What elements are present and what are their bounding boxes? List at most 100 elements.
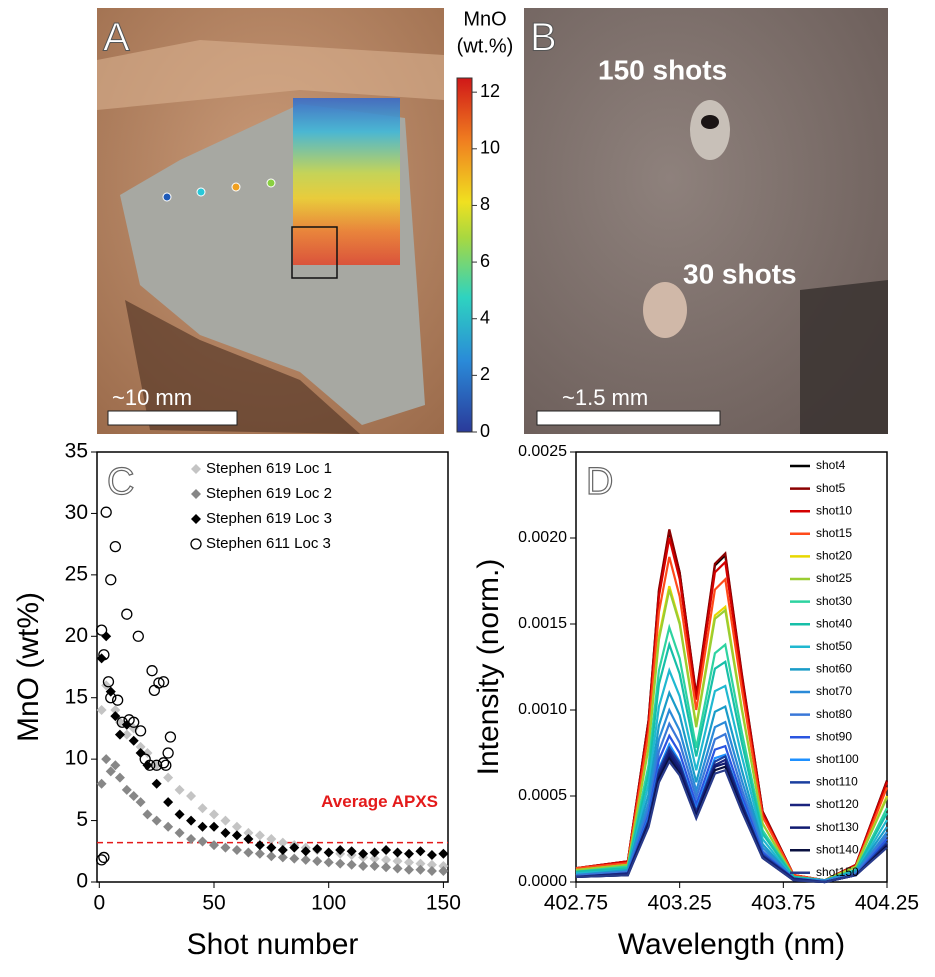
laser-pit (643, 282, 687, 338)
point (174, 809, 185, 820)
legend-marker (191, 514, 201, 524)
legend-label: shot140 (816, 842, 859, 856)
scale-bar (107, 410, 238, 426)
colorbar-tick-label: 12 (480, 81, 500, 101)
point (163, 772, 174, 783)
point (121, 729, 132, 740)
point (98, 649, 110, 661)
point (121, 784, 132, 795)
point (157, 676, 170, 688)
point (162, 747, 174, 759)
point (95, 624, 108, 636)
plot-frame (96, 451, 449, 883)
point (277, 845, 288, 856)
point (102, 676, 115, 688)
point (392, 863, 403, 874)
point (101, 631, 112, 642)
point (209, 821, 219, 832)
x-tick-label: 403.25 (648, 892, 712, 915)
point (231, 845, 242, 856)
point (135, 797, 146, 808)
x-axis-label: Wavelength (nm) (618, 928, 845, 961)
point (144, 759, 156, 771)
annotation: 30 shots (683, 258, 797, 289)
legend-marker (191, 489, 201, 499)
point (266, 851, 277, 862)
y-tick-label: 5 (76, 808, 88, 831)
colorbar-tick-label: 6 (480, 251, 490, 271)
point (381, 845, 392, 856)
point (164, 731, 177, 743)
x-tick-label: 50 (202, 892, 225, 915)
point (254, 830, 265, 841)
point (358, 861, 369, 872)
point (132, 630, 144, 642)
inset-box (291, 226, 338, 279)
series (96, 631, 449, 860)
laser-pit (701, 115, 719, 129)
point (105, 766, 116, 777)
point (110, 705, 121, 715)
legend-label: shot25 (816, 571, 852, 585)
legend-label: shot20 (816, 549, 852, 563)
x-tick-label: 150 (426, 892, 461, 915)
point (174, 827, 185, 838)
point (220, 842, 231, 853)
point (100, 506, 112, 518)
panel-label: C (107, 461, 134, 503)
panel-b: ~1.5 mm B 150 shots 30 shots (524, 8, 888, 434)
point (128, 735, 139, 746)
point (105, 574, 117, 586)
y-tick-label: 20 (65, 624, 88, 647)
legend-label: Stephen 611 Loc 3 (206, 535, 331, 552)
point (438, 848, 449, 859)
point (323, 847, 334, 858)
legend-label: shot110 (816, 775, 858, 789)
spot (266, 178, 276, 188)
point (266, 842, 277, 853)
point (209, 840, 219, 851)
colorbar-tick-label: 10 (480, 138, 500, 158)
point (151, 778, 162, 789)
spot (231, 182, 241, 192)
y-tick-label: 25 (65, 562, 88, 585)
panel-label: D (586, 461, 613, 503)
point (392, 856, 403, 867)
point (157, 757, 170, 769)
y-tick-label: 0.0000 (518, 873, 567, 890)
point (150, 759, 163, 771)
mno-map (293, 98, 400, 265)
point (110, 760, 121, 771)
spectrum-line (575, 707, 888, 882)
point (392, 847, 403, 858)
spot (196, 187, 206, 197)
point (134, 725, 147, 737)
point (415, 864, 426, 875)
point (277, 837, 288, 848)
legend-marker (190, 538, 202, 550)
point (220, 815, 231, 826)
point (101, 754, 112, 765)
chart: 0 5 10 15 20 25 30 35 0 50 100 150 Shot number MnO (w… (12, 440, 461, 961)
point (323, 857, 334, 868)
panel-a: ~10 mm A MnO (wt.%) 0 2 4 6 8 10 12 (97, 8, 513, 441)
colorbar-ticks: 0 2 4 6 8 10 12 (472, 81, 500, 441)
legend-label: shot120 (816, 797, 859, 811)
point (163, 797, 174, 808)
point (186, 834, 197, 844)
colorbar-tick-label: 0 (480, 421, 490, 441)
y-tick-label: 15 (65, 685, 88, 708)
point (415, 858, 426, 869)
colorbar-title: (wt.%) (457, 35, 514, 57)
scale-bar (536, 410, 721, 426)
x-tick-label: 0 (93, 892, 105, 915)
chart: 0.0000 0.0005 0.0010 0.0015 0.0020 0.0025 402.… (472, 443, 919, 961)
x-axis-label: Shot number (187, 928, 359, 961)
legend-label: shot15 (816, 526, 852, 540)
x-tick-label: 403.75 (751, 892, 815, 915)
point (277, 852, 288, 863)
point (114, 729, 125, 740)
point (289, 842, 300, 853)
reference-label: Average APXS (321, 792, 438, 811)
